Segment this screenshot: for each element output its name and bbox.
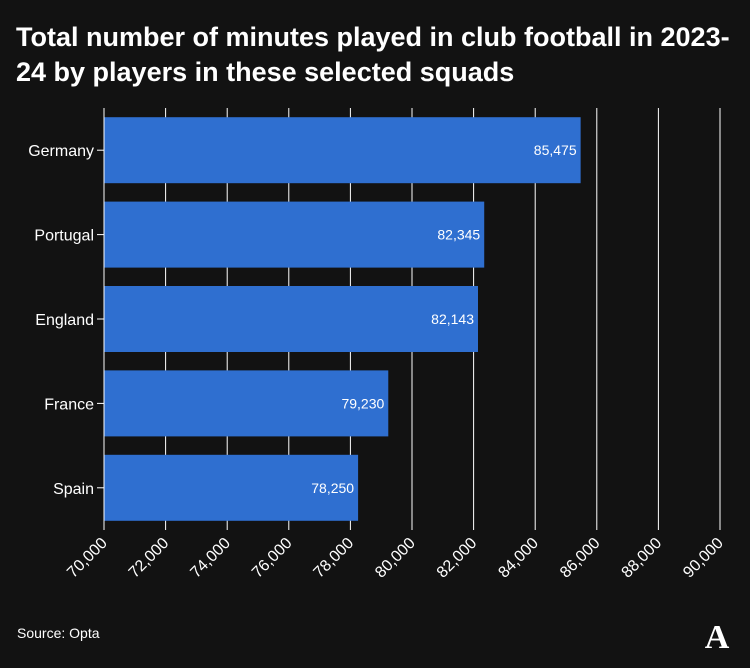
x-tick-label: 78,000 [311, 535, 358, 582]
category-label: Spain [53, 481, 94, 498]
x-tick-label: 90,000 [680, 535, 727, 582]
x-tick-label: 88,000 [619, 535, 666, 582]
category-label: Germany [28, 143, 94, 160]
source-note: Source: Opta [17, 625, 100, 641]
x-tick-label: 72,000 [126, 535, 173, 582]
bar [104, 201, 485, 268]
bar-value-label: 82,345 [437, 227, 480, 243]
bars-layer [104, 117, 581, 521]
x-tick-label: 84,000 [495, 535, 542, 582]
x-tick-label: 70,000 [64, 535, 111, 582]
bar-value-label: 79,230 [341, 395, 384, 411]
bar [104, 454, 359, 521]
x-tick-label: 76,000 [249, 535, 296, 582]
publisher-logo-icon: A [705, 619, 730, 654]
category-label: Portugal [34, 228, 94, 245]
x-tick-label: 86,000 [557, 535, 604, 582]
bar [104, 117, 581, 184]
labels-layer: 85,475 82,345 82,143 79,230 78,250 [311, 142, 577, 496]
category-label: France [44, 396, 94, 413]
bar-value-label: 82,143 [431, 311, 474, 327]
x-tick-label: 82,000 [434, 535, 481, 582]
category-label: England [35, 312, 94, 329]
bar-value-label: 85,475 [534, 142, 577, 158]
bar [104, 286, 479, 352]
logo-letter: A [705, 619, 730, 654]
x-tick-label: 80,000 [372, 535, 419, 582]
bar [104, 370, 389, 437]
bar-value-label: 78,250 [311, 480, 354, 496]
chart-title: Total number of minutes played in club f… [16, 22, 730, 87]
x-tick-label: 74,000 [187, 535, 234, 582]
